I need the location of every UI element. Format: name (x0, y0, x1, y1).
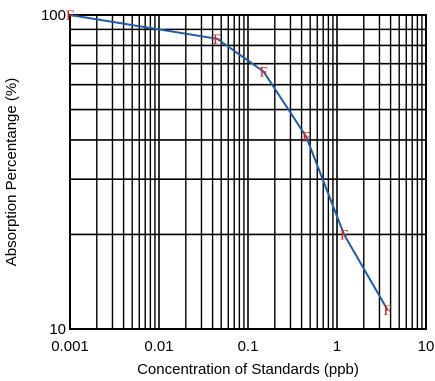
data-point-marker: F (383, 303, 391, 319)
x-tick-label: 0.001 (51, 338, 89, 355)
x-tick-label: 0.1 (238, 338, 259, 355)
plot-area-frame (69, 14, 427, 330)
data-point-marker: F (66, 8, 74, 24)
y-tick-label: 10 (49, 321, 66, 338)
x-axis-label: Concentration of Standards (ppb) (137, 361, 359, 378)
series-layer (69, 14, 389, 311)
data-point-marker: F (302, 130, 310, 146)
markers: F F F F F F (66, 8, 392, 319)
grid (70, 15, 426, 329)
data-point-marker: F (260, 65, 268, 81)
y-tick-labels: 10 100 (41, 7, 66, 338)
data-point-marker: F (213, 32, 221, 48)
x-tick-labels: 0.001 0.01 0.1 1 10 (51, 338, 434, 355)
data-point-marker: F (340, 227, 348, 243)
y-axis-label: Absorption Percentange (%) (3, 78, 20, 266)
series-line (69, 14, 389, 311)
x-tick-label: 0.01 (144, 338, 173, 355)
y-tick-label: 100 (41, 7, 66, 24)
x-tick-label: 10 (418, 338, 435, 355)
x-tick-label: 1 (333, 338, 341, 355)
